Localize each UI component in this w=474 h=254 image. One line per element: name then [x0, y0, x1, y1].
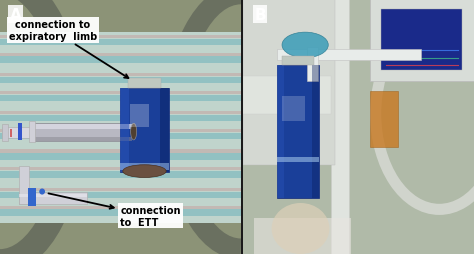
Bar	[2, 127, 34, 138]
Text: A: A	[9, 8, 21, 23]
Bar	[277, 66, 284, 198]
Bar	[0, 171, 241, 178]
Bar	[31, 137, 132, 141]
Bar	[282, 57, 314, 66]
Bar	[0, 53, 241, 56]
Bar	[31, 125, 132, 130]
Bar	[277, 50, 421, 61]
Bar	[0, 150, 241, 153]
Bar	[130, 104, 149, 127]
Bar	[0, 130, 241, 133]
Bar	[0, 168, 241, 171]
Bar	[0, 206, 241, 209]
Ellipse shape	[272, 203, 329, 254]
Bar	[277, 157, 319, 163]
Bar	[243, 76, 330, 114]
Bar	[0, 77, 241, 84]
Text: B: B	[254, 8, 266, 23]
Bar	[0, 188, 241, 191]
Bar	[128, 79, 161, 89]
Ellipse shape	[282, 33, 328, 58]
Bar	[0, 112, 241, 115]
Bar	[19, 192, 87, 204]
Bar	[0, 133, 241, 140]
Bar	[370, 91, 398, 147]
Bar	[19, 166, 29, 204]
Bar	[277, 66, 319, 198]
Bar	[29, 122, 35, 142]
Bar	[0, 74, 241, 77]
Text: connection to
expiratory  limb: connection to expiratory limb	[9, 20, 128, 79]
Bar	[120, 164, 169, 170]
Bar	[27, 188, 36, 206]
Bar	[330, 0, 349, 254]
Bar	[243, 0, 335, 165]
Bar	[254, 218, 351, 254]
Bar	[0, 192, 241, 198]
Bar	[0, 57, 241, 64]
Bar	[9, 130, 11, 137]
Ellipse shape	[123, 165, 166, 178]
Bar	[120, 89, 169, 173]
Bar	[0, 39, 241, 46]
Bar	[0, 91, 241, 94]
Bar	[120, 89, 129, 173]
Bar	[19, 194, 87, 198]
Bar	[31, 123, 132, 141]
Bar	[370, 0, 474, 81]
Bar	[0, 36, 241, 39]
Bar	[0, 154, 241, 160]
Text: connection
to  ETT: connection to ETT	[48, 194, 181, 227]
Bar	[18, 124, 22, 140]
Ellipse shape	[131, 124, 137, 140]
Bar	[160, 89, 169, 173]
Bar	[0, 116, 241, 122]
Bar	[382, 10, 463, 71]
Bar	[0, 210, 241, 216]
Bar	[282, 97, 305, 122]
Bar	[312, 66, 319, 198]
Bar	[0, 95, 241, 102]
Bar	[308, 48, 318, 81]
Bar	[0, 33, 241, 224]
Bar	[2, 124, 9, 141]
Circle shape	[39, 189, 45, 195]
